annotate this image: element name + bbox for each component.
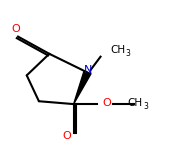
- Text: O: O: [11, 24, 20, 34]
- Polygon shape: [74, 71, 91, 104]
- Text: O: O: [102, 98, 111, 108]
- Text: 3: 3: [126, 49, 131, 58]
- Text: 3: 3: [143, 102, 148, 111]
- Text: CH: CH: [110, 45, 125, 55]
- Text: CH: CH: [127, 98, 143, 108]
- Text: N: N: [84, 65, 93, 75]
- Text: O: O: [63, 131, 71, 141]
